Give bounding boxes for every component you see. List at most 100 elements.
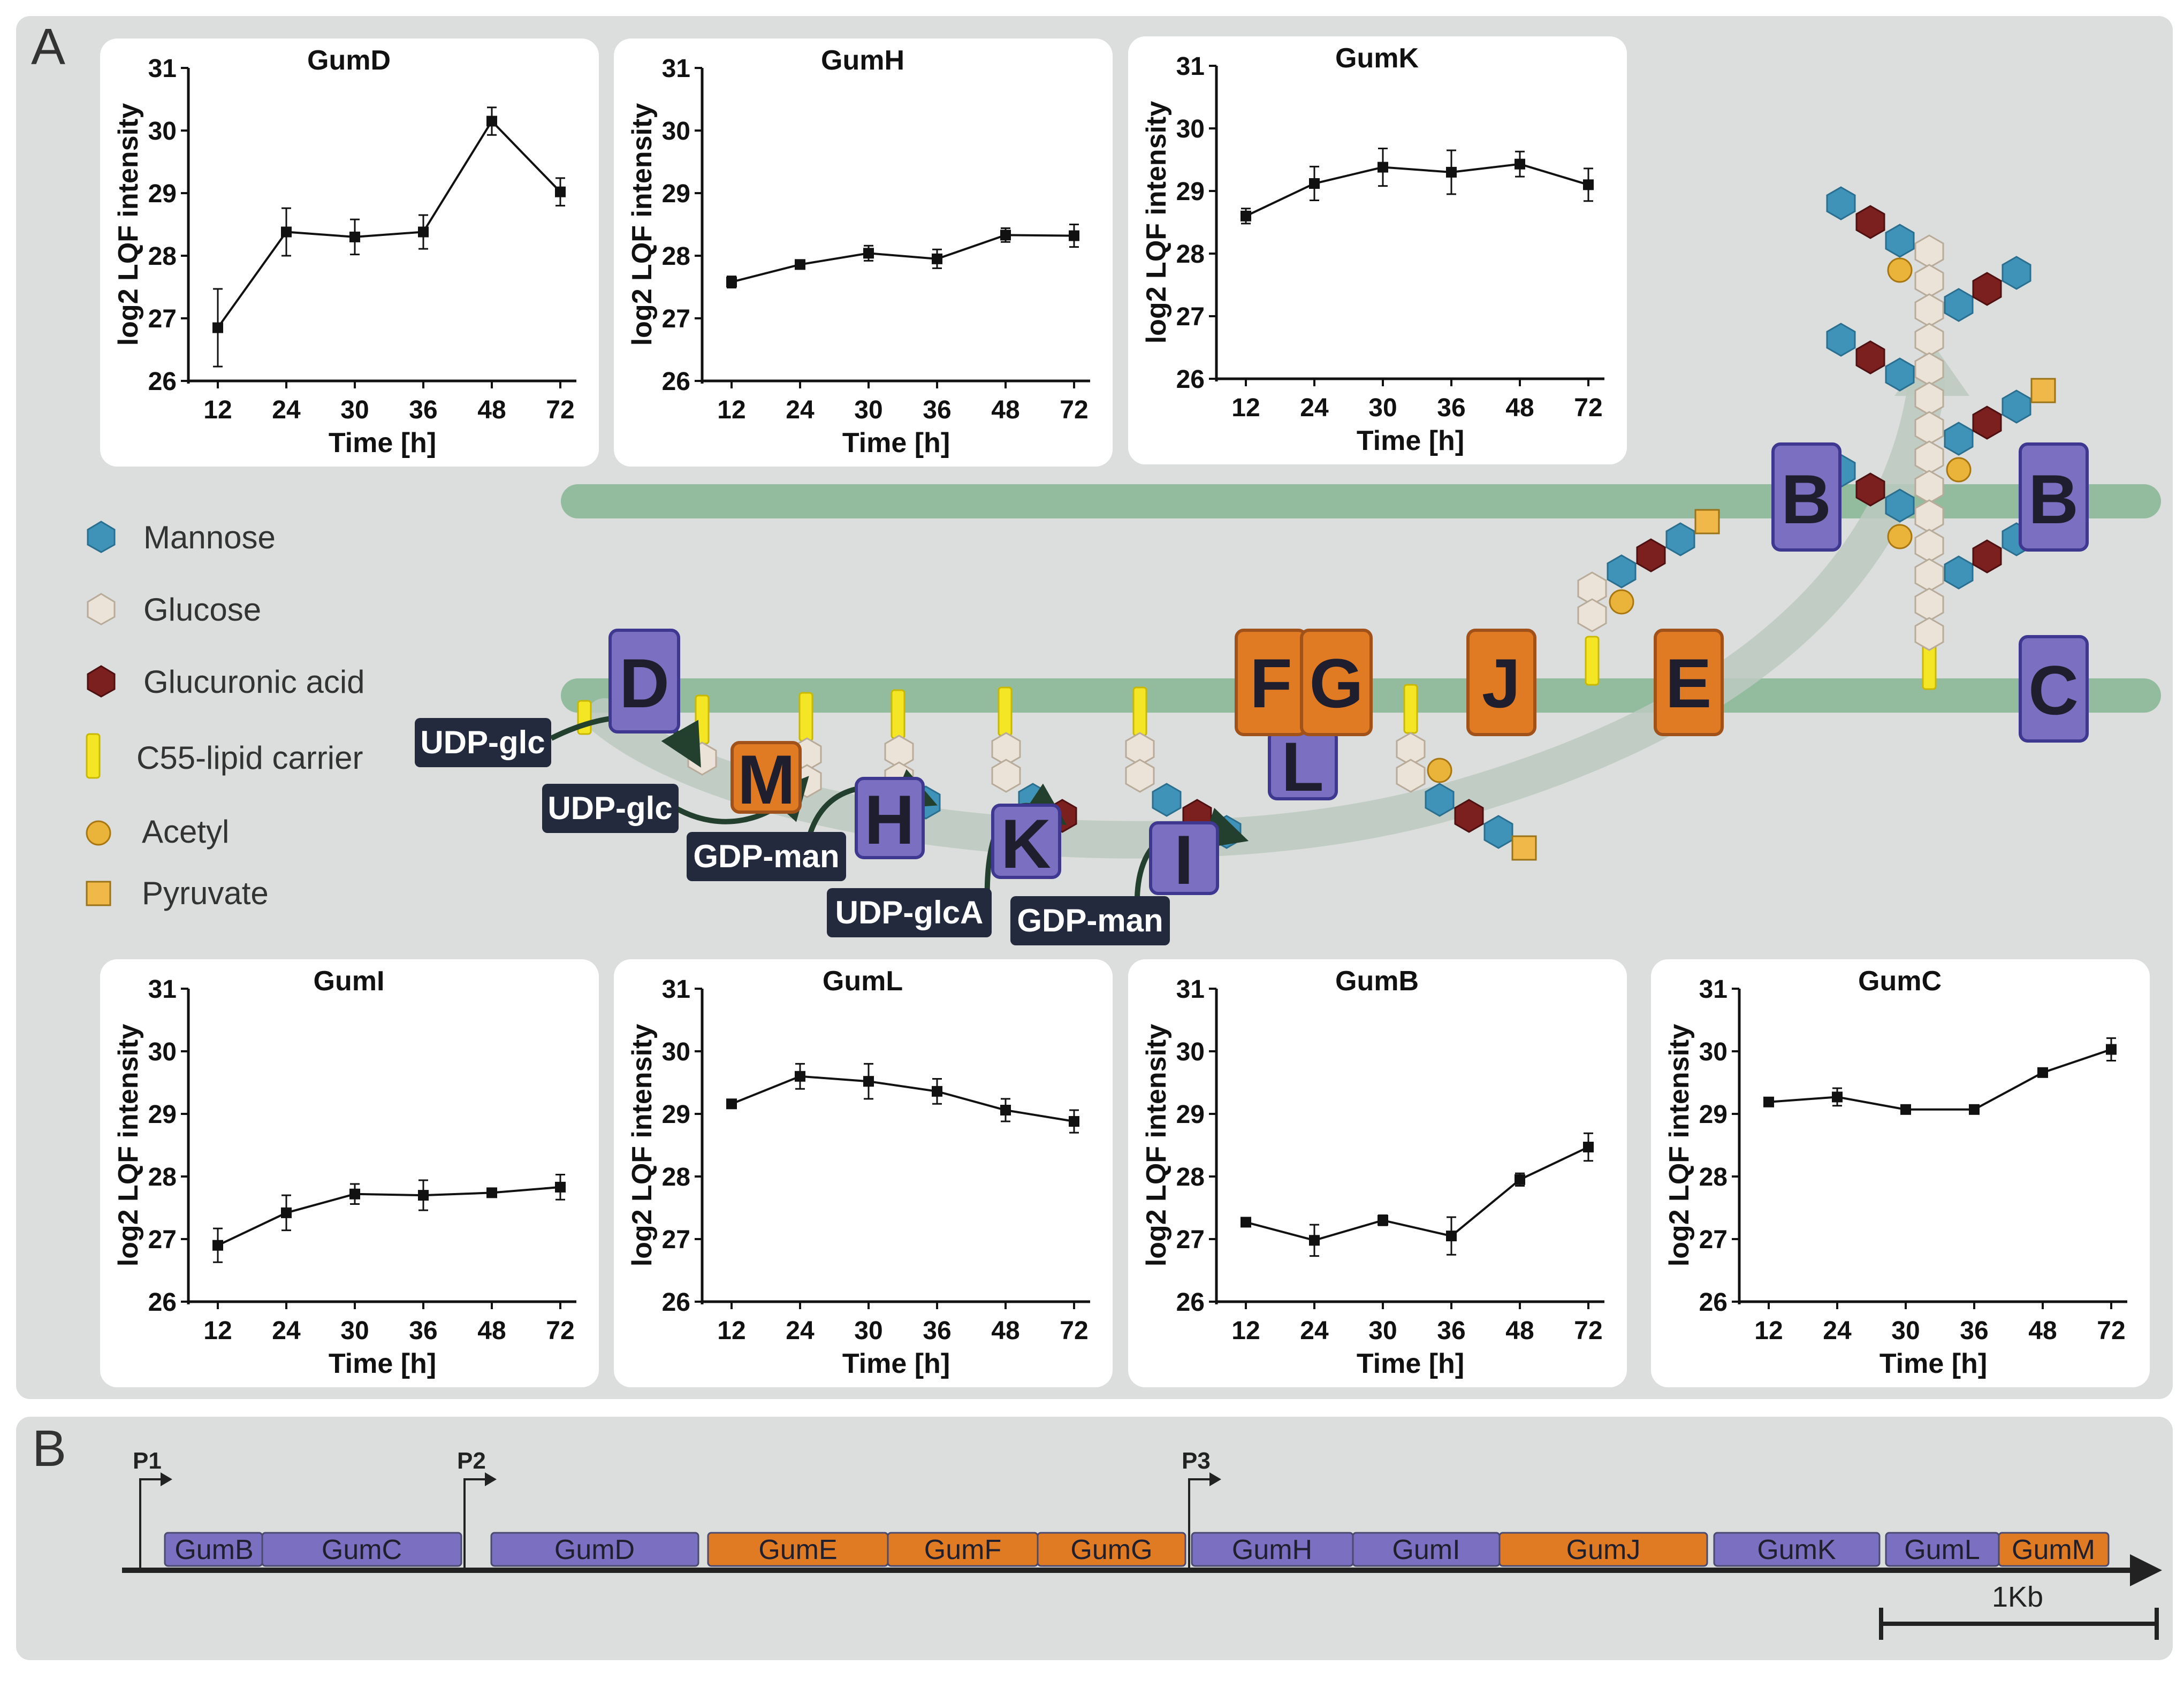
- glucose-hexagon-icon: [1914, 293, 1944, 327]
- lipid-carrier-icon: [577, 700, 592, 735]
- glucuronic-acid-hexagon-icon: [1972, 272, 2002, 306]
- acetyl-circle-icon: [1887, 257, 1913, 283]
- data-point: [932, 1086, 942, 1097]
- x-tick-label: 72: [2097, 1317, 2125, 1345]
- enzyme-b-right-label: B: [2028, 460, 2079, 538]
- data-point: [932, 253, 942, 264]
- enzyme-h-label: H: [864, 781, 915, 859]
- promoter-arrow: [1188, 1478, 1209, 1570]
- lipid-carrier-icon: [86, 733, 101, 779]
- y-tick-label: 31: [148, 975, 177, 1004]
- data-point: [1378, 1214, 1388, 1226]
- substrate-label: UDP-glc: [547, 790, 672, 826]
- x-axis-label: Time [h]: [1879, 1348, 1987, 1379]
- x-tick-label: 12: [717, 396, 745, 424]
- enzyme-b-left-box: [1771, 442, 1841, 552]
- data-point: [1069, 1116, 1079, 1127]
- y-tick-label: 26: [662, 368, 690, 396]
- y-tick-label: 31: [1176, 975, 1205, 1004]
- gene-blocks: GumB GumC GumD GumE GumF GumG GumH GumI GumJ GumK…: [164, 1532, 2110, 1567]
- chart-title: GumC: [1858, 966, 1942, 997]
- x-tick-label: 36: [409, 1317, 437, 1345]
- chart-gumd: GumD 26 27 28 29 30 31 12 24 30 36 48 72 Time [h] log2…: [113, 45, 576, 459]
- x-tick-label: 24: [272, 1317, 301, 1345]
- chart-gumc: GumC 26 27 28 29 30 31 12 24 30 36 48 72 Time [h] log2…: [1664, 966, 2127, 1379]
- acetyl-circle-icon: [1609, 589, 1634, 615]
- data-point: [1446, 1231, 1457, 1242]
- data-point: [863, 248, 874, 259]
- data-point: [1069, 230, 1079, 241]
- acetyl-circle-icon: [86, 820, 111, 846]
- lipid-carrier-icon: [1585, 636, 1600, 686]
- y-tick-label: 30: [1699, 1038, 1728, 1066]
- mannose-hexagon-icon: [1944, 555, 1974, 590]
- gene-label: GumE: [758, 1534, 837, 1565]
- mannose-hexagon-icon: [1944, 422, 1974, 456]
- glucose-hexagon-icon: [1914, 617, 1944, 651]
- data-point: [1515, 1174, 1525, 1185]
- enzyme-e-label: E: [1665, 644, 1712, 722]
- data-point: [1832, 1091, 1843, 1103]
- enzyme-c-label: C: [2028, 651, 2079, 729]
- glucuronic-acid-hexagon-icon: [1855, 340, 1885, 375]
- enzyme-k-label: K: [1001, 805, 1051, 883]
- acetyl-circle-icon: [1946, 457, 1972, 483]
- mannose-hexagon-icon: [1885, 357, 1915, 392]
- x-tick-label: 30: [854, 396, 882, 424]
- enzyme-f-label: F: [1250, 644, 1292, 722]
- outer-membrane: [561, 484, 2161, 518]
- chart-title: GumK: [1335, 43, 1419, 74]
- legend-label: Pyruvate: [142, 875, 269, 911]
- glucose-hexagon-icon: [1914, 411, 1944, 445]
- series-line: [731, 1075, 1075, 1122]
- enzyme-k-box: [991, 804, 1061, 879]
- substrate-labels: UDP-glc UDP-glc GDP-man UDP-glcA GDP-man: [415, 718, 1170, 945]
- x-tick-label: 12: [717, 1317, 745, 1345]
- y-tick-label: 30: [662, 117, 690, 146]
- chart-card-gumi: [100, 959, 599, 1387]
- promoter-label: P3: [1182, 1448, 1211, 1474]
- enzyme-d-box: [608, 629, 680, 733]
- y-tick-label: 27: [662, 305, 690, 333]
- y-tick-label: 27: [1176, 303, 1205, 331]
- x-tick-label: 30: [340, 396, 369, 424]
- x-tick-label: 72: [1060, 396, 1088, 424]
- chart-cards: [100, 36, 2150, 1387]
- mannose-hexagon-icon: [1665, 522, 1695, 556]
- data-point: [1000, 230, 1011, 241]
- gene-block-gumg: [1037, 1532, 1186, 1567]
- y-tick-label: 28: [148, 1163, 177, 1191]
- gene-label: GumC: [322, 1534, 402, 1565]
- mannose-hexagon-icon: [1826, 186, 1856, 220]
- gene-label: GumI: [1392, 1534, 1460, 1565]
- data-point: [486, 116, 497, 127]
- x-tick-label: 48: [1505, 1317, 1534, 1345]
- data-point: [1583, 1142, 1594, 1153]
- x-tick-label: 30: [1891, 1317, 1920, 1345]
- enzymes: D H K I L C B B M F G J E: [608, 442, 2089, 899]
- promoter-arrow-head: [485, 1472, 497, 1486]
- substrate-label: UDP-glcA: [835, 895, 984, 930]
- enzyme-e-box: [1654, 629, 1724, 736]
- gene-block-gumm: [1998, 1532, 2110, 1567]
- promoter-arrow-head: [161, 1472, 172, 1486]
- data-point: [2037, 1067, 2048, 1078]
- gene-label: GumG: [1070, 1534, 1152, 1565]
- x-tick-label: 72: [1060, 1317, 1088, 1345]
- data-point: [863, 1076, 874, 1087]
- pyruvate-square-icon: [1511, 835, 1537, 861]
- mannose-hexagon-icon: [2002, 389, 2031, 424]
- lipid-carrier-icon: [695, 694, 710, 745]
- series-line: [731, 234, 1075, 284]
- x-tick-label: 72: [546, 396, 574, 424]
- data-point: [1378, 162, 1388, 173]
- pyruvate-square-icon: [1694, 509, 1720, 534]
- promoter-label: P2: [457, 1448, 486, 1474]
- x-tick-label: 12: [203, 396, 232, 424]
- series-line: [1245, 1146, 1589, 1242]
- substrate-box: [1010, 896, 1170, 945]
- glucuronic-acid-hexagon-icon: [1855, 205, 1885, 239]
- enzyme-b-right-box: [2019, 442, 2089, 552]
- chart-card-gumb: [1128, 959, 1627, 1387]
